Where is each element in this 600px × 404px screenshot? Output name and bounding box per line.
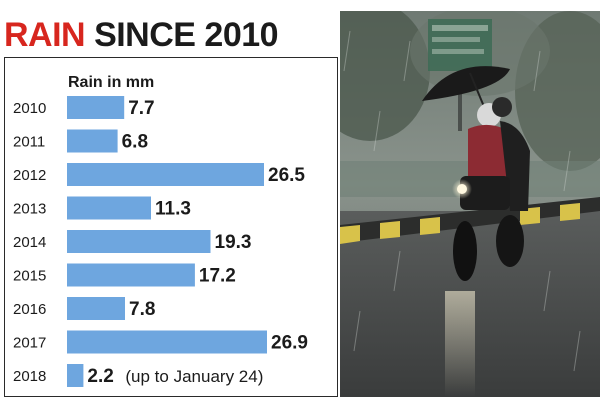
bottom-rule <box>0 398 600 404</box>
value-label-2018: 2.2 <box>87 366 113 387</box>
value-label-2014: 19.3 <box>215 232 252 253</box>
title-rain: RAIN <box>4 16 86 54</box>
value-label-2011: 6.8 <box>122 132 148 153</box>
value-label-2015: 17.2 <box>199 266 236 287</box>
photo-illustration <box>340 11 600 397</box>
bar-2012 <box>67 163 264 186</box>
bar-2010 <box>67 96 125 119</box>
title-since: SINCE 2010 <box>94 16 279 54</box>
annotation-2018: (up to January 24) <box>125 367 263 386</box>
unit-label: Rain in mm <box>68 74 154 91</box>
top-rule <box>0 0 600 11</box>
value-label-2013: 11.3 <box>155 199 191 220</box>
bar-chart: Rain in mm 2010 7.7 2011 6.8 2012 26.5 2013 11.… <box>13 74 308 387</box>
bar-2013 <box>67 196 151 220</box>
y-tick-label-2017: 2017 <box>13 335 46 352</box>
chart-panel: Rain in mm 2010 7.7 2011 6.8 2012 26.5 2013 11.… <box>4 57 338 397</box>
bar-2016 <box>67 297 125 320</box>
value-label-2010: 7.7 <box>128 98 154 119</box>
chart-title: RAIN SINCE 2010 <box>4 15 279 55</box>
bar-2017 <box>67 330 267 354</box>
y-tick-label-2013: 2013 <box>13 201 46 218</box>
value-label-2017: 26.9 <box>271 333 308 354</box>
y-tick-label-2016: 2016 <box>13 301 46 318</box>
value-label-2016: 7.8 <box>129 299 155 320</box>
bar-2018 <box>67 364 84 387</box>
y-tick-label-2012: 2012 <box>13 167 46 184</box>
rain-photo <box>340 11 600 397</box>
y-tick-label-2010: 2010 <box>13 100 46 117</box>
bars-layer: 2010 7.7 2011 6.8 2012 26.5 2013 11.3 2014 19.3 20… <box>13 96 308 387</box>
bar-2011 <box>67 129 118 153</box>
bar-2014 <box>67 230 211 253</box>
value-label-2012: 26.5 <box>268 165 305 186</box>
y-tick-label-2015: 2015 <box>13 268 46 285</box>
y-tick-label-2018: 2018 <box>13 368 46 385</box>
y-tick-label-2011: 2011 <box>13 134 45 151</box>
bar-2015 <box>67 263 195 287</box>
y-tick-label-2014: 2014 <box>13 234 46 251</box>
